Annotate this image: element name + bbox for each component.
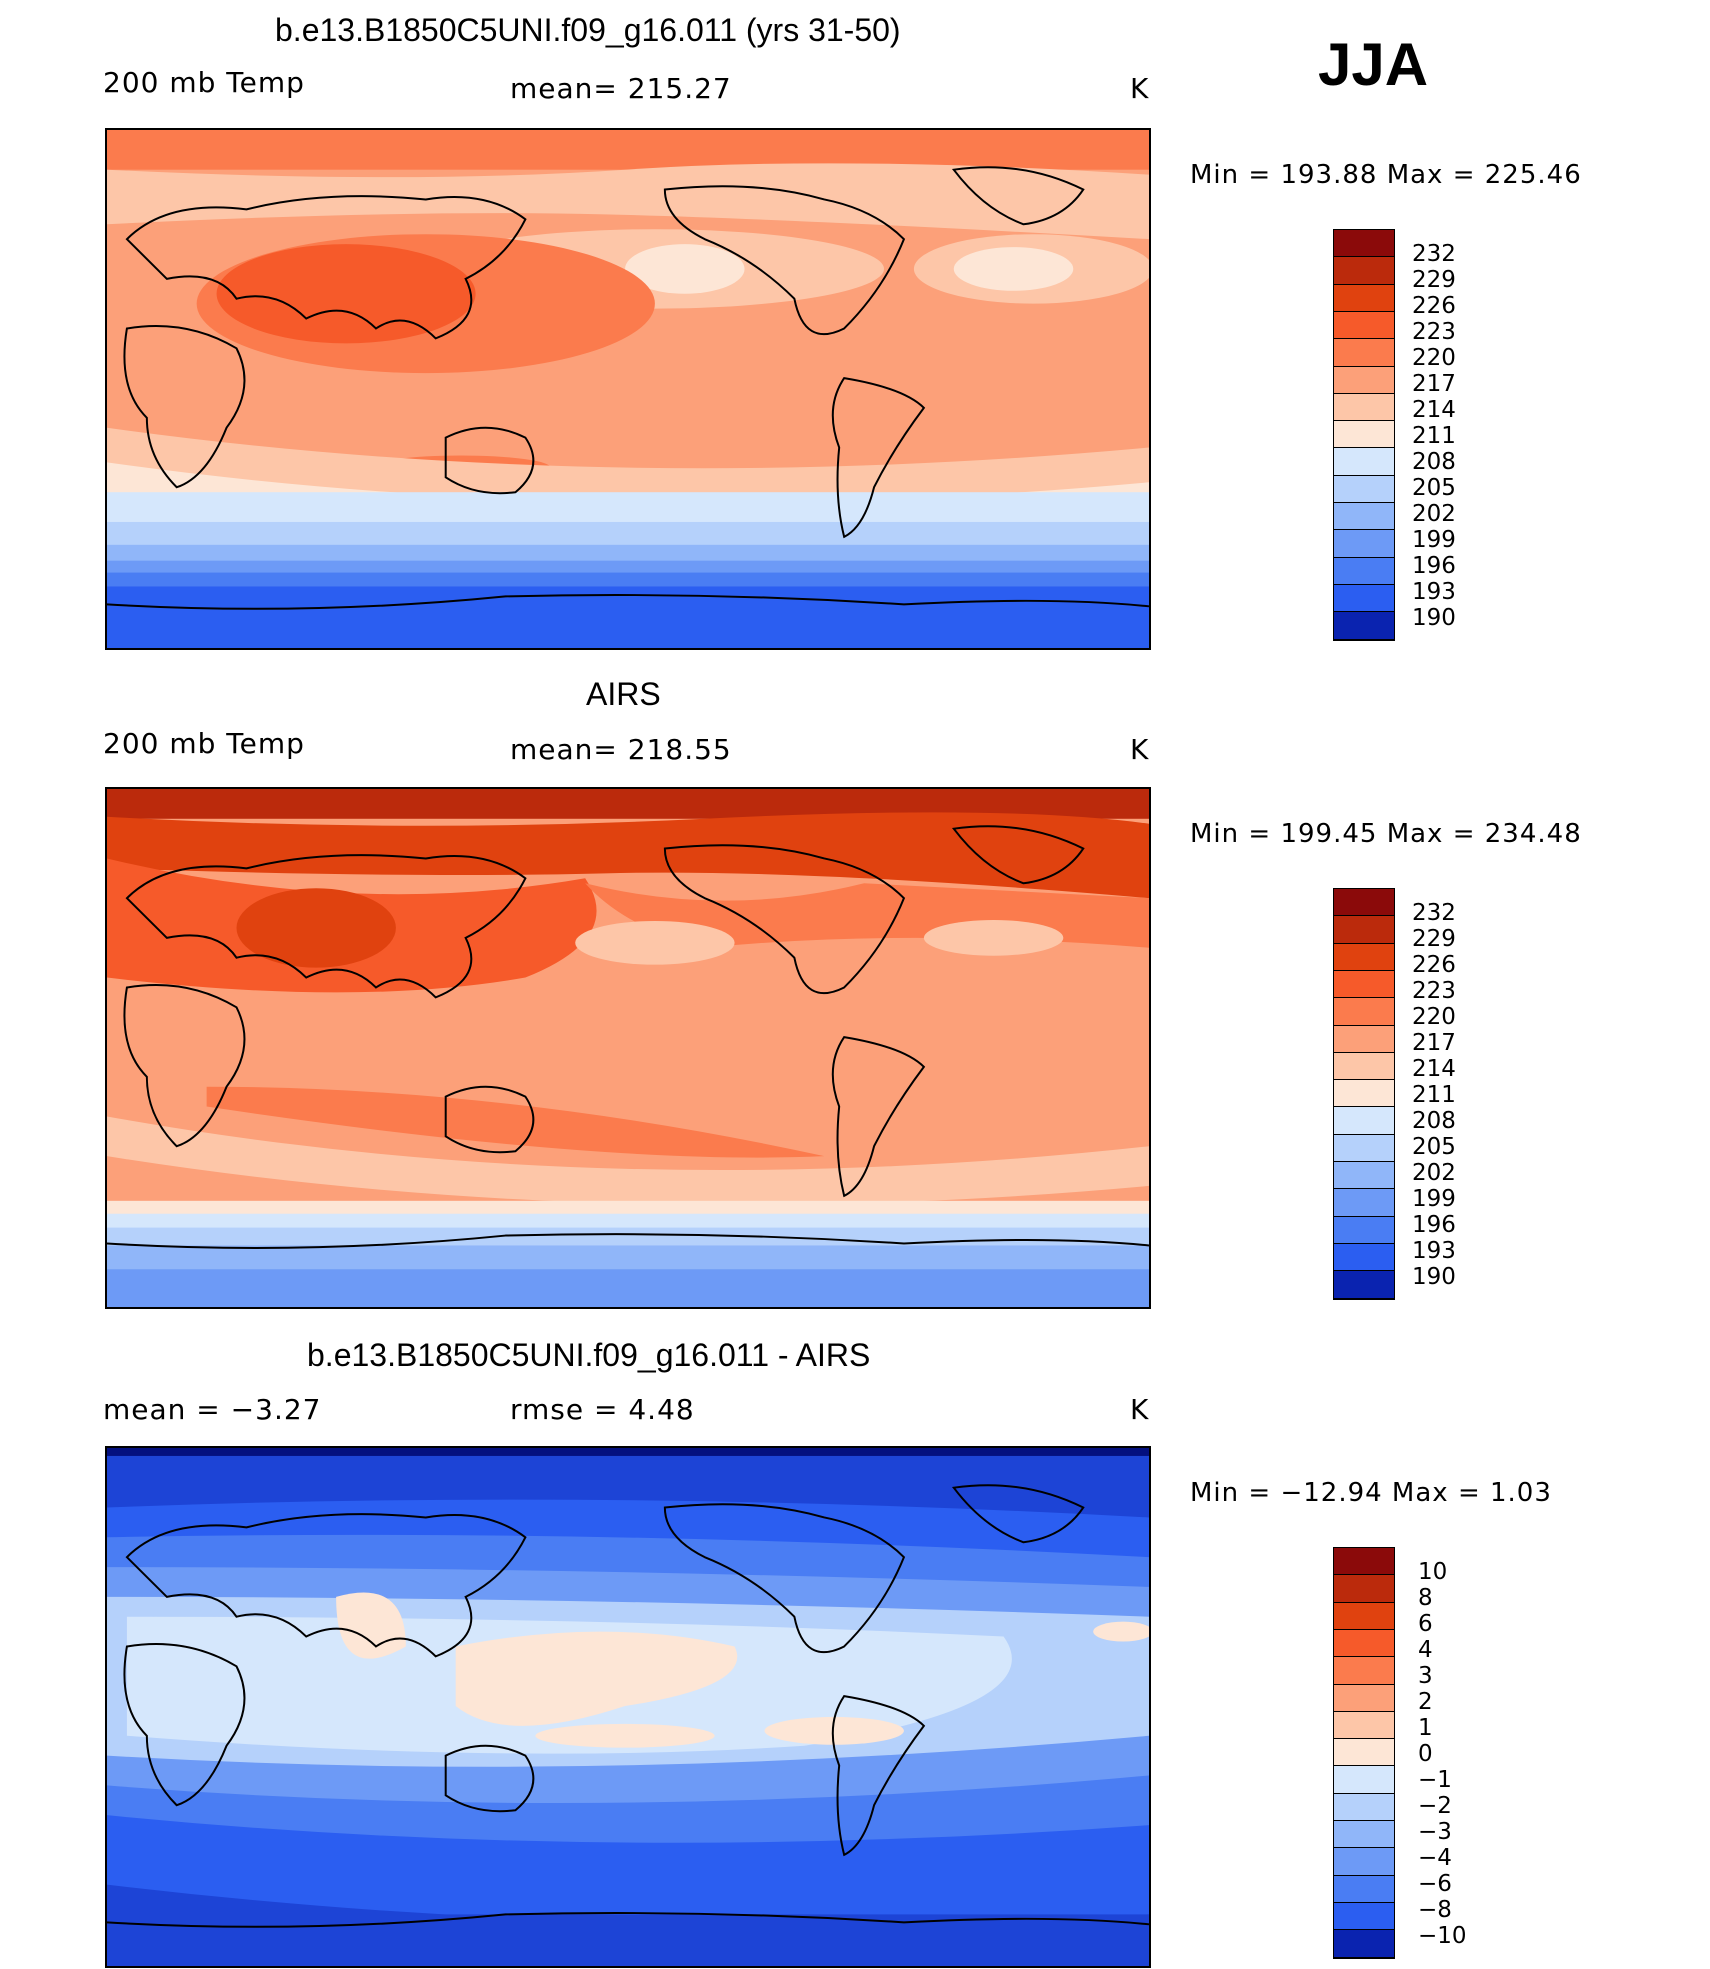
airs-temperature-map (107, 789, 1149, 1307)
mean-label: mean = −3.27 (103, 1393, 322, 1426)
mean-label: mean= 218.55 (510, 733, 732, 766)
colorbar-tick-label: 1 (1418, 1715, 1433, 1741)
colorbar-panel-obs (1333, 888, 1395, 1300)
difference-map (107, 1448, 1149, 1966)
variable-label: 200 mb Temp (103, 66, 305, 99)
colorbar-tick-label: 208 (1412, 449, 1456, 475)
colorbar-tick-label: 193 (1412, 579, 1456, 605)
colorbar-tick-label: 214 (1412, 1056, 1456, 1082)
colorbar-tick-label: 4 (1418, 1637, 1433, 1663)
colorbar-tick-label: −4 (1418, 1845, 1452, 1871)
rmse-label: rmse = 4.48 (510, 1393, 695, 1426)
variable-label: 200 mb Temp (103, 727, 305, 760)
colorbar-tick-label: 205 (1412, 1134, 1456, 1160)
colorbar-tick-label: 226 (1412, 293, 1456, 319)
panel-title: b.e13.B1850C5UNI.f09_g16.011 - AIRS (307, 1337, 871, 1373)
colorbar-tick-label: −8 (1418, 1897, 1452, 1923)
colorbar-tick-label: 223 (1412, 978, 1456, 1004)
colorbar-tick-label: 8 (1418, 1585, 1433, 1611)
colorbar-tick-label: 223 (1412, 319, 1456, 345)
mean-label: mean= 215.27 (510, 72, 732, 105)
colorbar-tick-label: 211 (1412, 1082, 1456, 1108)
colorbar-tick-label: 211 (1412, 423, 1456, 449)
colorbar-tick-label: 229 (1412, 267, 1456, 293)
colorbar-tick-label: 226 (1412, 952, 1456, 978)
colorbar-tick-label: 220 (1412, 1004, 1456, 1030)
colorbar-tick-label: 217 (1412, 1030, 1456, 1056)
colorbar-tick-label: 220 (1412, 345, 1456, 371)
colorbar-tick-label: 208 (1412, 1108, 1456, 1134)
colorbar-tick-label: 232 (1412, 241, 1456, 267)
colorbar-tick-label: 196 (1412, 1212, 1456, 1238)
min-max-label: Min = 193.88 Max = 225.46 (1190, 160, 1582, 190)
map-panel-difference (105, 1446, 1151, 1968)
colorbar-panel-difference (1333, 1547, 1395, 1959)
colorbar-tick-label: 202 (1412, 1160, 1456, 1186)
colorbar-tick-label: 232 (1412, 900, 1456, 926)
unit-label: K (1130, 72, 1150, 105)
colorbar-tick-label: 196 (1412, 553, 1456, 579)
colorbar-tick-label: 0 (1418, 1741, 1433, 1767)
colorbar-tick-label: −3 (1418, 1819, 1452, 1845)
colorbar-tick-label: 190 (1412, 605, 1456, 631)
colorbar-tick-label: 193 (1412, 1238, 1456, 1264)
colorbar-tick-label: 214 (1412, 397, 1456, 423)
colorbar-tick-label: 217 (1412, 371, 1456, 397)
min-max-label: Min = −12.94 Max = 1.03 (1190, 1478, 1552, 1508)
colorbar-tick-label: 6 (1418, 1611, 1433, 1637)
colorbar-tick-label: 10 (1418, 1559, 1448, 1585)
season-label: JJA (1318, 31, 1429, 98)
colorbar-tick-label: 205 (1412, 475, 1456, 501)
colorbar-panel-model (1333, 229, 1395, 641)
colorbar-tick-label: 190 (1412, 1264, 1456, 1290)
colorbar-tick-label: −6 (1418, 1871, 1452, 1897)
panel-title: AIRS (586, 676, 661, 712)
colorbar-tick-label: 2 (1418, 1689, 1433, 1715)
colorbar-tick-label: −1 (1418, 1767, 1452, 1793)
model-temperature-map (107, 130, 1149, 648)
colorbar-tick-label: −2 (1418, 1793, 1452, 1819)
colorbar-tick-label: 199 (1412, 527, 1456, 553)
unit-label: K (1130, 1393, 1150, 1426)
colorbar-tick-label: 202 (1412, 501, 1456, 527)
colorbar-tick-label: 229 (1412, 926, 1456, 952)
map-panel-obs (105, 787, 1151, 1309)
map-panel-model (105, 128, 1151, 650)
colorbar-tick-label: −10 (1418, 1923, 1467, 1949)
colorbar-tick-label: 3 (1418, 1663, 1433, 1689)
colorbar-tick-label: 199 (1412, 1186, 1456, 1212)
panel-title: b.e13.B1850C5UNI.f09_g16.011 (yrs 31-50) (275, 12, 901, 48)
min-max-label: Min = 199.45 Max = 234.48 (1190, 819, 1582, 849)
unit-label: K (1130, 733, 1150, 766)
